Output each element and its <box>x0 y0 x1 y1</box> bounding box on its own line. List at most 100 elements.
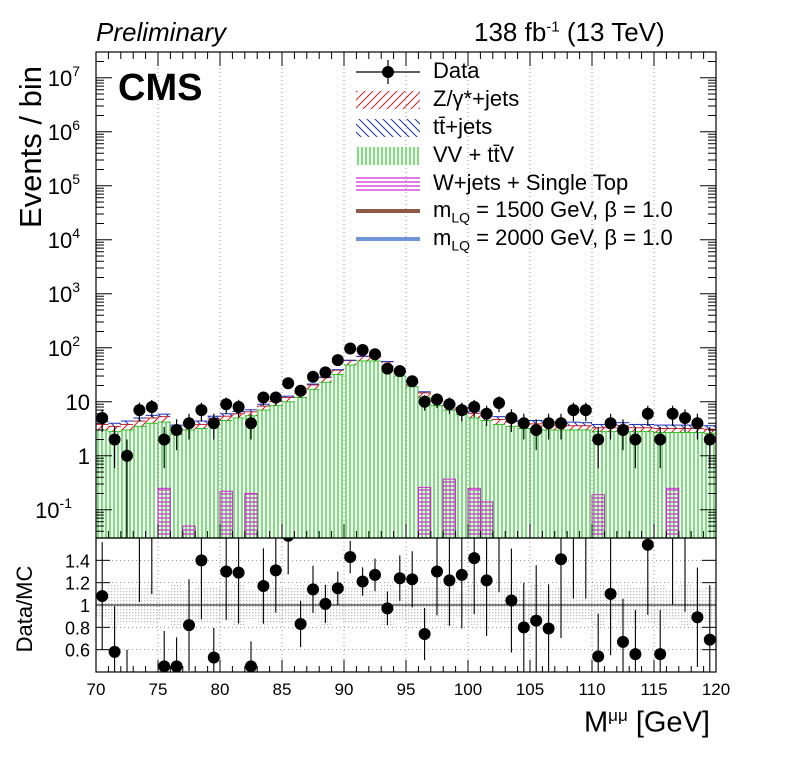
ratio-point <box>195 554 208 567</box>
ratio-point <box>393 572 406 585</box>
ttbar-bar <box>158 414 171 417</box>
zjets-bar <box>257 406 270 411</box>
vv-bar <box>108 431 121 538</box>
vv-bar <box>331 374 344 538</box>
wjets-bar <box>442 478 457 538</box>
data-point <box>406 375 419 388</box>
data-point <box>121 449 133 462</box>
x-tick-label: 110 <box>578 680 605 699</box>
ratio-point <box>555 553 567 566</box>
data-point <box>542 417 555 430</box>
ratio-point <box>455 568 468 581</box>
vv-bar <box>356 360 369 538</box>
y-tick-label: 1 <box>78 444 90 469</box>
data-point <box>282 377 295 390</box>
wjets-bar <box>219 490 233 538</box>
vv-bar <box>170 434 183 538</box>
zjets-bar <box>133 421 146 427</box>
data-point <box>220 398 233 411</box>
wjets-bar <box>417 486 432 538</box>
vv-bar <box>629 431 642 538</box>
data-point <box>480 407 493 420</box>
data-point <box>307 370 319 383</box>
data-point <box>319 366 332 379</box>
data-point <box>145 400 158 413</box>
y-tick-label: 10 <box>66 390 90 415</box>
zjets-bar <box>579 425 592 430</box>
vv-bar <box>282 401 295 538</box>
ratio-point <box>319 597 332 610</box>
ratio-axis-title: Data/MC <box>12 565 37 653</box>
data-point <box>468 400 481 413</box>
vv-bar <box>294 397 307 538</box>
vv-bar <box>691 432 704 538</box>
ratio-point <box>344 550 357 563</box>
ttbar-bar <box>220 413 233 417</box>
ratio-tick-label: 1 <box>80 596 90 616</box>
vv-bar <box>269 405 282 538</box>
ratio-point <box>170 660 183 672</box>
data-point <box>592 433 605 446</box>
ttbar-bar <box>244 409 258 412</box>
ratio-tick-label: 0.6 <box>65 641 90 661</box>
ratio-point <box>641 538 654 551</box>
luminosity-label: 138 fb-1 (13 TeV) <box>474 17 665 47</box>
legend-ttbar-label: tt̄+jets <box>433 114 493 139</box>
wjets-bar <box>467 487 481 538</box>
data-point <box>269 391 282 404</box>
ratio-point <box>654 648 667 661</box>
zjets-bar <box>567 425 580 430</box>
data-point <box>431 393 443 406</box>
ratio-point <box>369 568 381 581</box>
data-point <box>195 404 208 417</box>
ratio-point <box>121 677 133 689</box>
ratio-tick-label: 0.8 <box>65 618 90 638</box>
data-point <box>641 407 654 420</box>
ratio-point <box>617 635 629 648</box>
x-tick-label: 75 <box>149 680 168 699</box>
y-tick-label: 107 <box>48 63 80 91</box>
vv-bar <box>344 364 357 538</box>
ratio-tick-label: 1.4 <box>65 551 90 571</box>
ratio-point <box>207 651 220 664</box>
ttbar-bar <box>108 423 121 427</box>
ratio-point <box>257 580 270 593</box>
ttbar-bar <box>579 422 592 426</box>
data-point <box>443 398 456 411</box>
vv-bar <box>492 424 506 538</box>
vv-bar <box>530 428 543 538</box>
vv-bar <box>604 431 617 538</box>
vv-bar <box>319 382 332 538</box>
zjets-bar <box>641 427 654 432</box>
data-point <box>108 433 121 446</box>
zjets-bar <box>492 419 506 425</box>
zjets-bar <box>145 418 158 424</box>
data-point <box>579 404 592 417</box>
vv-bar <box>579 430 592 538</box>
data-point <box>294 384 307 397</box>
x-tick-label: 90 <box>335 680 354 699</box>
y-tick-label: 102 <box>48 333 80 361</box>
zjets-bar <box>220 416 233 421</box>
ttbar-bar <box>654 425 667 429</box>
vv-bar <box>306 389 320 538</box>
ttbar-bar <box>666 425 679 429</box>
vv-bar <box>207 423 220 538</box>
x-tick-label: 95 <box>397 680 416 699</box>
data-point <box>517 417 530 430</box>
zjets-bar <box>306 384 320 390</box>
wjets-bar <box>182 525 196 538</box>
y-tick-label: 106 <box>48 117 80 145</box>
legend-wjets-swatch <box>356 175 420 193</box>
ratio-point <box>480 574 493 587</box>
ttbar-bar <box>492 416 506 420</box>
ratio-point <box>542 622 555 635</box>
ratio-point <box>530 614 543 627</box>
data-point <box>369 348 381 361</box>
data-point <box>629 433 642 446</box>
y-tick-label: 103 <box>48 279 80 307</box>
data-point <box>331 354 344 367</box>
legend-lq1500-label: mLQ = 1500 GeV, β = 1.0 <box>433 197 673 226</box>
zjets-bar <box>331 370 344 375</box>
